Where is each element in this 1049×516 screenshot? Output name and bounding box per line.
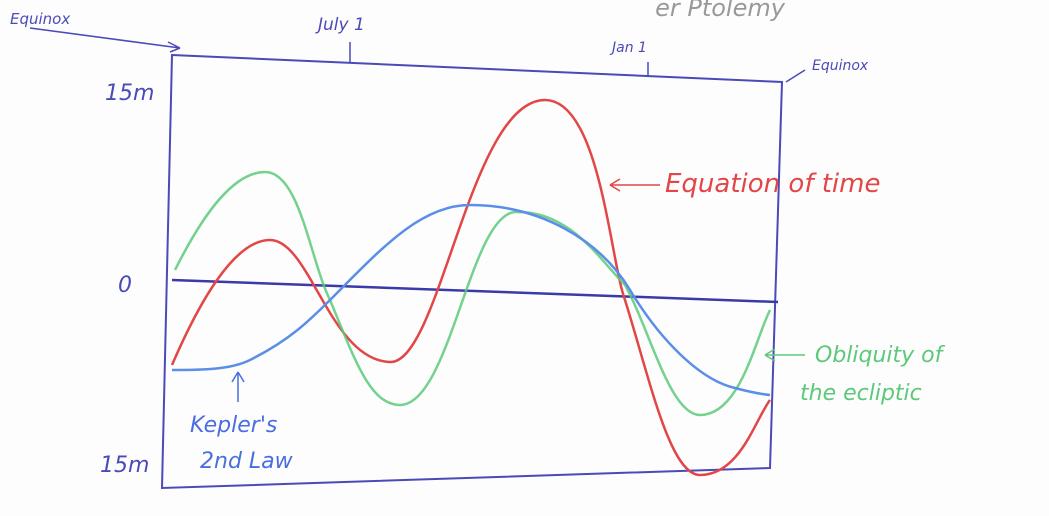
sketch: er Ptolemy Equinox July 1 Jan 1 Equinox …: [0, 0, 1049, 512]
curve-label: the ecliptic: [800, 381, 922, 406]
label: Jan 1: [609, 40, 647, 56]
arrow: [610, 179, 660, 191]
kepler-curve: [172, 205, 770, 395]
axis-label: 0: [118, 273, 132, 298]
axis-label: 15m: [105, 81, 154, 106]
arrow: [30, 28, 180, 52]
label: July 1: [315, 15, 365, 35]
obliquity-curve: [175, 172, 770, 415]
arrow: [786, 70, 805, 82]
arrow: [765, 349, 805, 361]
arrow: [232, 372, 244, 402]
title: er Ptolemy: [655, 0, 786, 22]
page: {"header": {"title": "er Ptolemy"}, "lab…: [0, 0, 1049, 512]
label: Equinox: [10, 10, 70, 28]
axis-label: 15m: [100, 453, 149, 478]
label: Equinox: [812, 58, 869, 74]
curve-label: Obliquity of: [815, 343, 946, 368]
zero-line: [172, 280, 778, 302]
curve-label: Equation of time: [665, 169, 880, 199]
curve-label: Kepler's: [190, 413, 277, 438]
curve-label: 2nd Law: [200, 449, 294, 474]
